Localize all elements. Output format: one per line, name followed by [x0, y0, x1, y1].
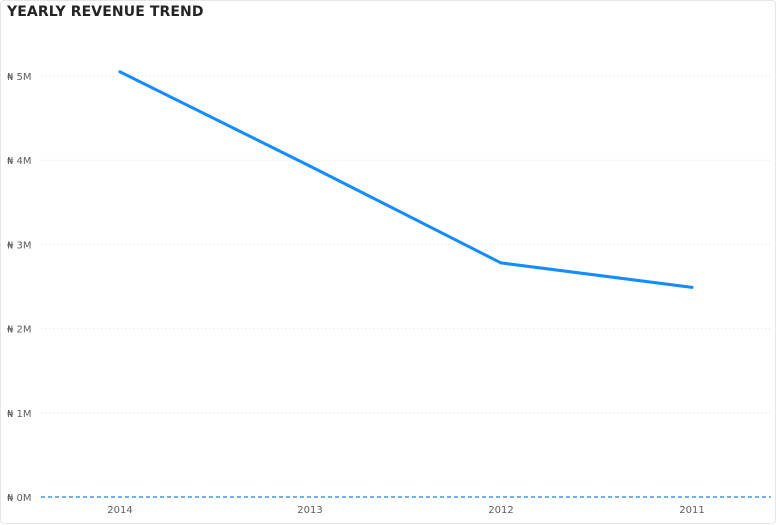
- y-tick-label: ₦ 4M: [7, 156, 32, 167]
- y-tick-label: ₦ 5M: [7, 72, 32, 83]
- gridlines: [41, 75, 771, 498]
- series-layer: [118, 70, 694, 289]
- y-tick-label: ₦ 2M: [7, 325, 32, 336]
- data-point[interactable]: [308, 164, 312, 168]
- y-tick-label: ₦ 1M: [7, 409, 32, 420]
- x-tick-label: 2014: [107, 505, 132, 516]
- data-point[interactable]: [118, 70, 122, 74]
- data-point[interactable]: [690, 285, 694, 289]
- x-axis: 2014 2013 2012 2011: [107, 505, 704, 516]
- x-tick-label: 2013: [297, 505, 322, 516]
- x-tick-label: 2012: [488, 505, 513, 516]
- data-point[interactable]: [499, 261, 503, 265]
- y-tick-label: ₦ 0M: [7, 493, 32, 504]
- chart-title: YEARLY REVENUE TREND: [7, 4, 204, 20]
- x-tick-label: 2011: [679, 505, 704, 516]
- series-line[interactable]: [118, 70, 694, 289]
- y-tick-label: ₦ 3M: [7, 240, 32, 251]
- y-axis: ₦ 0M ₦ 1M ₦ 2M ₦ 3M ₦ 4M ₦ 5M: [7, 72, 32, 504]
